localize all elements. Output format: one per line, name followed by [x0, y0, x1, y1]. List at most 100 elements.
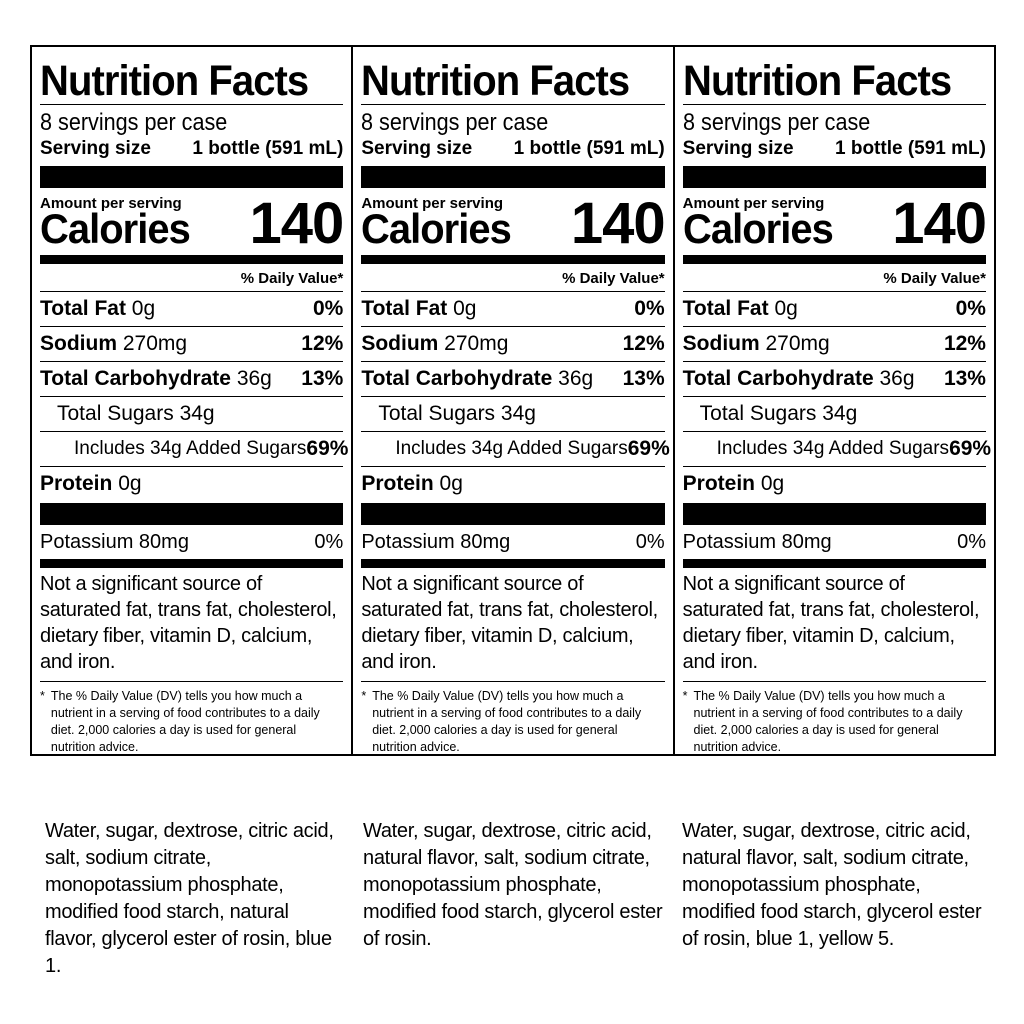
total-fat-row: Total Fat 0g 0%	[40, 292, 344, 327]
medium-divider	[40, 559, 344, 568]
sodium-amount: 270mg	[444, 332, 509, 355]
added-sugars-row: Includes 34g Added Sugars 69%	[361, 432, 670, 467]
total-fat-row: Total Fat 0g 0%	[682, 292, 986, 327]
added-sugars-dv: 69%	[306, 437, 349, 460]
calories-row: Calories 140	[40, 195, 344, 253]
total-sugars: Total Sugars 34g	[378, 402, 536, 425]
footnote-star: *	[361, 689, 367, 703]
carbohydrate-row: Total Carbohydrate 36g 13%	[682, 362, 986, 397]
sodium-amount: 270mg	[122, 332, 188, 355]
sodium-row: Sodium 270mg 12%	[682, 327, 986, 362]
amount-per-serving: Amount per serving	[361, 195, 504, 212]
medium-divider	[361, 255, 665, 264]
sodium-label: Sodium	[361, 332, 439, 355]
daily-value-header: % Daily Value*	[40, 264, 344, 292]
sodium-label: Sodium	[682, 332, 760, 355]
total-sugars-row: Total Sugars 34g	[40, 397, 344, 432]
amount-per-serving: Amount per serving	[40, 195, 182, 212]
servings-per-container: 8 servings per case	[40, 109, 228, 136]
calories-row: Calories 140	[361, 195, 665, 253]
calories-row: Calories 140	[682, 195, 987, 253]
carbohydrate-label: Total Carbohydrate	[40, 367, 231, 390]
added-sugars-row: Includes 34g Added Sugars 69%	[682, 432, 991, 467]
serving-size-value: 1 bottle (591 mL)	[513, 138, 665, 159]
added-sugars: Includes 34g Added Sugars	[716, 438, 950, 459]
potassium-dv: 0%	[957, 530, 986, 553]
potassium-dv: 0%	[314, 530, 344, 553]
daily-value-footnote: * The % Daily Value (DV) tells you how m…	[683, 682, 986, 754]
thick-divider	[40, 503, 344, 525]
potassium: Potassium 80mg	[682, 530, 832, 553]
potassium-row: Potassium 80mg 0%	[683, 525, 986, 559]
carbohydrate-row: Total Carbohydrate 36g 13%	[40, 362, 344, 397]
daily-value-header: % Daily Value*	[361, 264, 665, 292]
footnote-text: The % Daily Value (DV) tells you how muc…	[693, 689, 963, 754]
protein-row: Protein 0g	[40, 467, 343, 501]
added-sugars: Includes 34g Added Sugars	[395, 438, 628, 459]
nutrition-facts-title: Nutrition Facts	[40, 57, 309, 105]
protein-label: Protein	[682, 472, 755, 495]
daily-value-footnote: * The % Daily Value (DV) tells you how m…	[361, 682, 664, 754]
total-fat-amount: 0g	[453, 297, 477, 320]
servings-per-container: 8 servings per case	[361, 109, 549, 136]
serving-size-row: Serving size 1 bottle (591 mL)	[361, 137, 664, 161]
nutrition-facts-title: Nutrition Facts	[361, 57, 630, 105]
calories-value: 140	[570, 191, 666, 256]
medium-divider	[682, 255, 986, 264]
protein-label: Protein	[361, 472, 434, 495]
carbohydrate-label: Total Carbohydrate	[682, 367, 874, 390]
medium-divider	[682, 559, 986, 568]
daily-value-footnote: * The % Daily Value (DV) tells you how m…	[40, 682, 343, 754]
total-sugars: Total Sugars 34g	[699, 402, 858, 425]
serving-size-value: 1 bottle (591 mL)	[192, 138, 344, 159]
amount-per-serving: Amount per serving	[682, 195, 825, 212]
footnote-star: *	[682, 689, 688, 703]
sodium-dv: 12%	[622, 332, 665, 355]
nutrition-facts-title: Nutrition Facts	[682, 57, 952, 105]
protein-row: Protein 0g	[361, 467, 664, 501]
total-fat-dv: 0%	[634, 297, 665, 320]
footnote-text: The % Daily Value (DV) tells you how muc…	[50, 689, 320, 754]
sodium-row: Sodium 270mg 12%	[40, 327, 344, 362]
thick-divider	[40, 166, 344, 188]
carbohydrate-label: Total Carbohydrate	[361, 367, 553, 390]
protein-label: Protein	[40, 472, 113, 495]
ingredients-list-2: Water, sugar, dextrose, citric acid, nat…	[363, 820, 663, 950]
calories-value: 140	[249, 191, 345, 256]
divider	[361, 104, 665, 105]
sodium-dv: 12%	[943, 332, 986, 355]
total-fat-label: Total Fat	[40, 297, 126, 320]
added-sugars-dv: 69%	[949, 437, 992, 460]
total-fat-amount: 0g	[774, 297, 798, 320]
not-significant-note: Not a significant source of saturated fa…	[40, 568, 344, 682]
nutrition-facts-panel-1: Nutrition Facts 8 servings per case Serv…	[32, 47, 351, 754]
total-fat-row: Total Fat 0g 0%	[361, 292, 665, 327]
thick-divider	[682, 503, 986, 525]
total-sugars-row: Total Sugars 34g	[361, 397, 665, 432]
potassium: Potassium 80mg	[361, 530, 511, 553]
medium-divider	[361, 559, 665, 568]
serving-size-label: Serving size	[682, 138, 794, 159]
footnote-star: *	[40, 689, 45, 703]
total-fat-label: Total Fat	[361, 297, 448, 320]
thick-divider	[361, 166, 665, 188]
sodium-dv: 12%	[301, 332, 344, 355]
ingredients-section: Water, sugar, dextrose, citric acid, sal…	[0, 818, 1024, 977]
total-fat-label: Total Fat	[682, 297, 769, 320]
carbohydrate-amount: 36g	[236, 367, 272, 390]
carbohydrate-dv: 13%	[301, 367, 344, 390]
divider	[40, 104, 344, 105]
sodium-row: Sodium 270mg 12%	[361, 327, 665, 362]
serving-size-row: Serving size 1 bottle (591 mL)	[40, 137, 343, 161]
protein-amount: 0g	[760, 472, 785, 495]
potassium-dv: 0%	[635, 530, 665, 553]
calories-label: Calories	[682, 205, 834, 252]
total-sugars-row: Total Sugars 34g	[682, 397, 986, 432]
footnote-text: The % Daily Value (DV) tells you how muc…	[372, 689, 642, 754]
calories-label: Calories	[40, 205, 191, 252]
calories-value: 140	[892, 191, 987, 256]
thick-divider	[682, 166, 986, 188]
serving-size-value: 1 bottle (591 mL)	[835, 138, 986, 159]
total-fat-amount: 0g	[131, 297, 156, 320]
protein-row: Protein 0g	[683, 467, 986, 501]
